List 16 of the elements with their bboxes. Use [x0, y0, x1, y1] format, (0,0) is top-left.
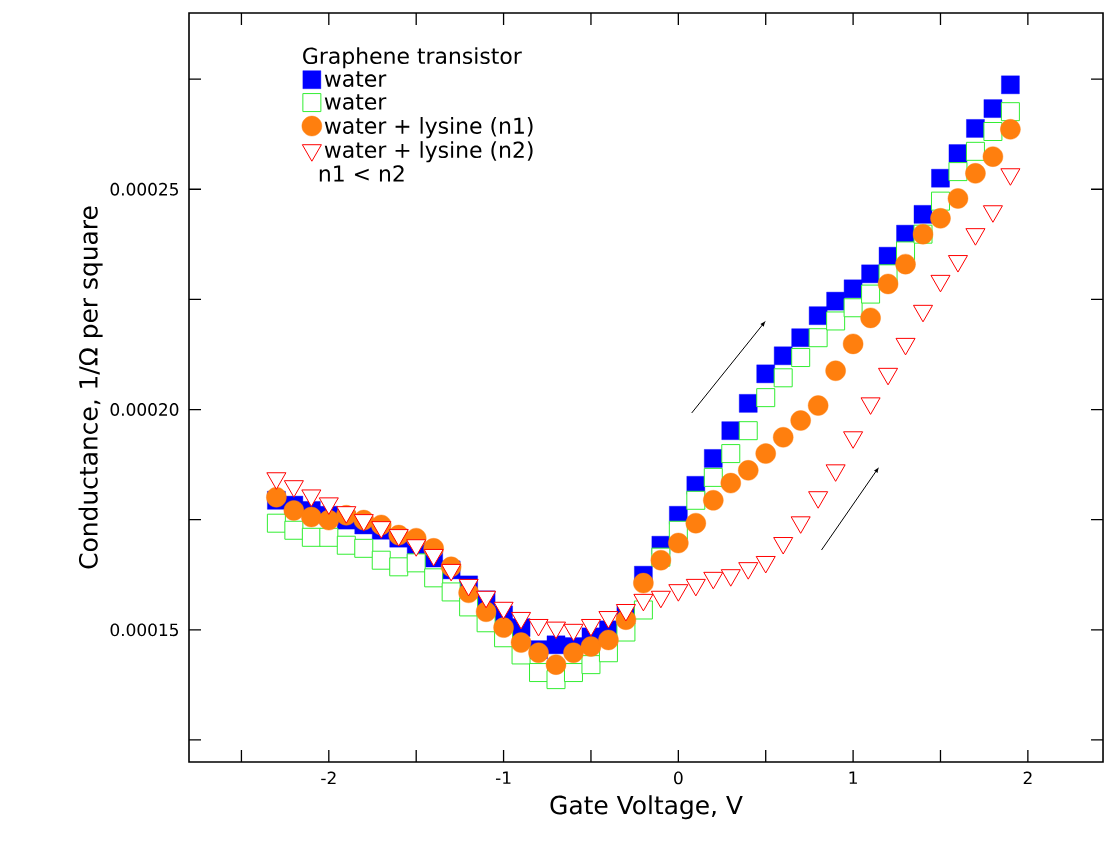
x-tick-label: 1 [849, 771, 857, 784]
x-tick-label: -1 [495, 771, 511, 784]
x-axis-title: Gate Voltage, V [550, 795, 743, 820]
legend-label: water [324, 71, 387, 87]
legend-label: water + lysine (n2) [324, 141, 533, 163]
x-tick-label: 0 [674, 771, 683, 785]
x-tick-label: 2 [1023, 771, 1032, 785]
legend-label: water [324, 94, 387, 110]
y-axis-title: Conductance, 1/Ω per square [78, 206, 103, 569]
legend-title: Graphene transistor [303, 47, 522, 69]
annotation: n1 < n2 [319, 165, 404, 182]
legend-label: water + lysine (n1) [324, 117, 533, 139]
x-tick-label: -2 [321, 771, 336, 785]
y-tick-label: 0.00015 [110, 623, 178, 637]
y-tick-label: 0.00025 [110, 182, 178, 196]
y-tick-label: 0.00020 [110, 403, 179, 416]
